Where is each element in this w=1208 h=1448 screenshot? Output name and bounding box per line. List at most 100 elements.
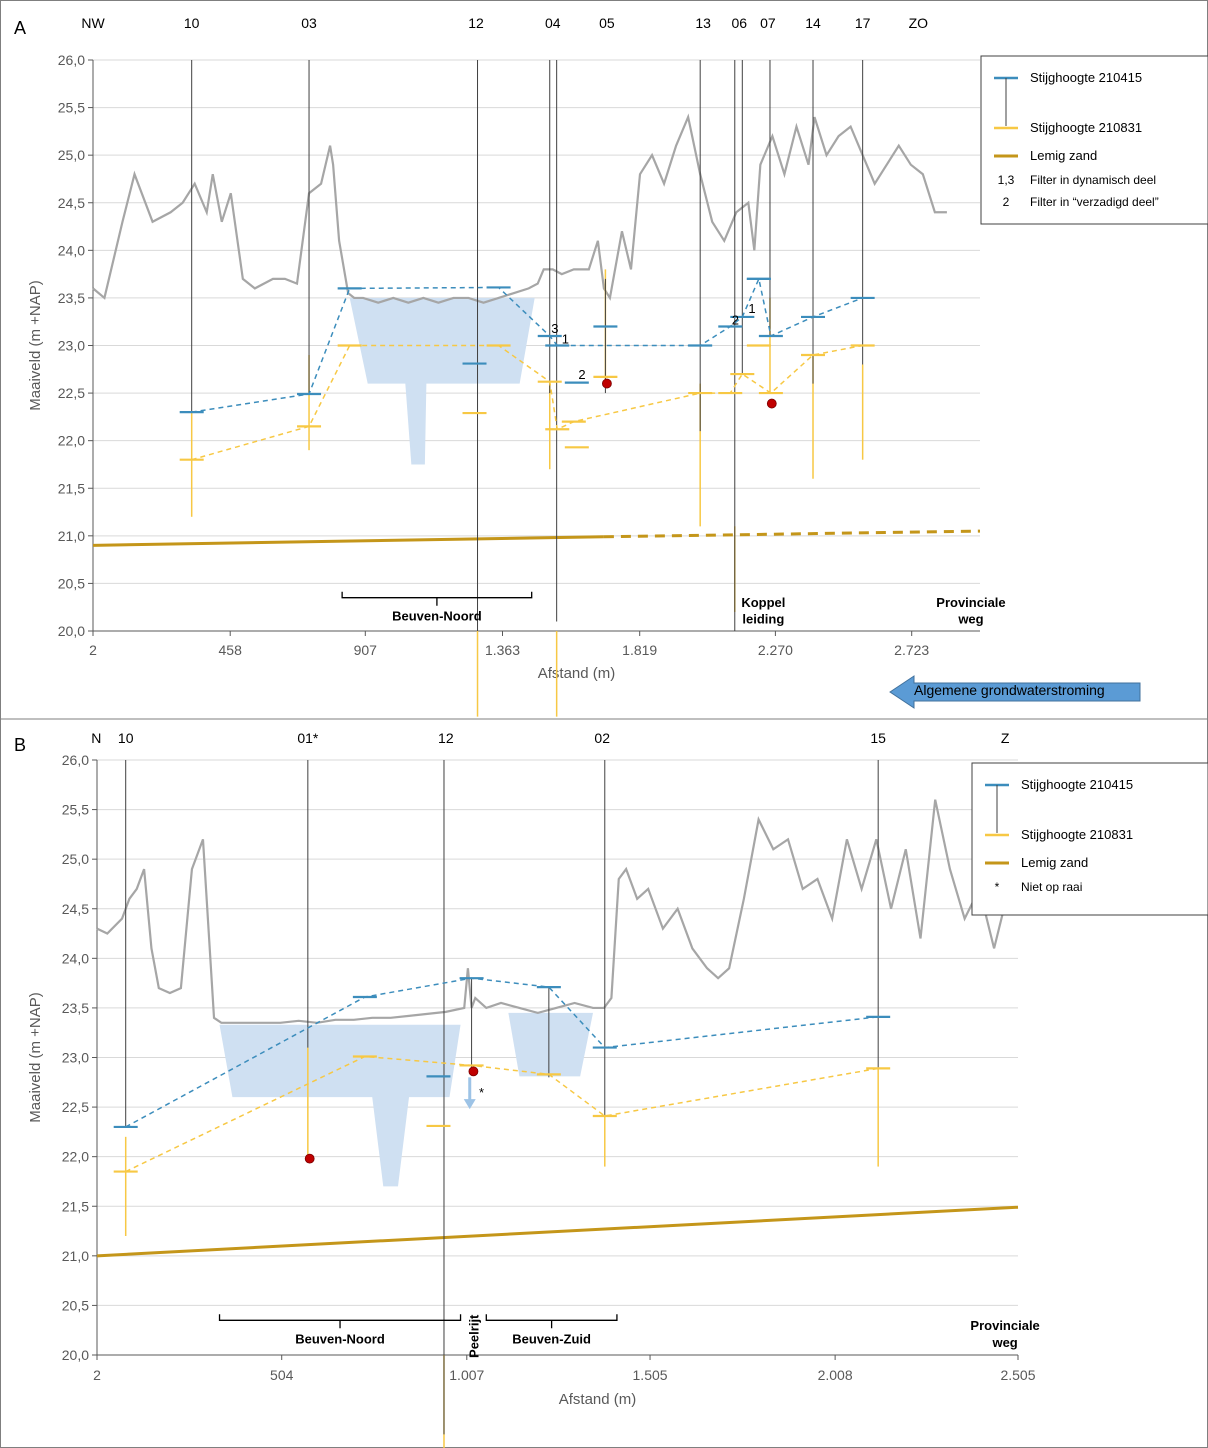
wet-basin-area (508, 1012, 594, 1077)
legend-label: Lemig zand (1030, 148, 1097, 163)
legend-label: Stijghoogte 210415 (1021, 777, 1133, 792)
top-label: 12 (468, 15, 484, 31)
x-tick-label: 907 (354, 642, 378, 658)
y-tick-label: 25,0 (58, 147, 85, 163)
lemig-zand-dashed-line (603, 529, 981, 539)
x-axis-label: Afstand (m) (538, 665, 616, 682)
series-line-0 (125, 977, 879, 1128)
chart-panel-a: A26,025,525,024,524,023,523,022,522,021,… (14, 15, 1208, 717)
area-bracket (218, 1314, 462, 1329)
peelrijt-label: Peelrijt (466, 1314, 481, 1358)
x-tick-label: 504 (270, 1367, 294, 1383)
y-tick-label: 23,0 (62, 1050, 89, 1066)
top-label: 03 (301, 15, 317, 31)
x-tick-label: 458 (219, 642, 243, 658)
x-tick-label: 2.270 (758, 642, 793, 658)
filter-label: 1 (562, 332, 569, 347)
y-axis-label: Maaiveld (m +NAP) (27, 992, 44, 1122)
filter-label: 2 (578, 367, 585, 382)
flow-arrow-shape (889, 675, 1141, 709)
legend-key: * (995, 880, 1000, 894)
filter-label: 2 (732, 313, 739, 328)
lemig-zand-line (96, 1205, 1019, 1258)
legend-box (971, 762, 1208, 916)
red-point (468, 1066, 479, 1077)
x-tick-label: 1.505 (633, 1367, 668, 1383)
filter-label: 1 (748, 301, 755, 316)
x-tick-label: 2 (89, 642, 97, 658)
area-bracket (485, 1314, 618, 1329)
top-label: 12 (438, 730, 454, 746)
legend-label: Filter in dynamisch deel (1030, 173, 1156, 187)
terrain-line (92, 113, 947, 304)
x-axis-label: Afstand (m) (559, 1391, 637, 1408)
legend-label: Lemig zand (1021, 855, 1088, 870)
top-label: ZO (909, 15, 929, 31)
place-label: leiding (742, 611, 784, 626)
chart-panel-b: B 26,0 25,5 25,0 24,5 24,0 23,5 23,0 22,5 22,0 21,… (14, 730, 1208, 1448)
top-label: 10 (118, 730, 134, 746)
red-point (766, 398, 777, 409)
x-tick-label: 1.007 (449, 1367, 484, 1383)
red-point (304, 1153, 315, 1164)
y-tick-label: 21,0 (58, 528, 85, 544)
x-tick-label: 2.008 (818, 1367, 853, 1383)
filter-label: * (479, 1085, 484, 1100)
y-tick-label: 24,5 (62, 901, 89, 917)
top-label: 04 (545, 15, 561, 31)
legend-box (980, 55, 1208, 225)
top-label: 17 (855, 15, 871, 31)
y-tick-label: 25,5 (58, 100, 85, 116)
filter-label: 3 (551, 321, 558, 336)
top-label: 10 (184, 15, 200, 31)
y-tick-label: 25,0 (62, 851, 89, 867)
legend-label: Niet op raai (1021, 880, 1082, 894)
x-tick-label: 2 (93, 1367, 101, 1383)
y-tick-label: 20,5 (58, 575, 85, 591)
groundwater-flow-arrow (889, 675, 1141, 709)
y-tick-label: 22,0 (62, 1149, 89, 1165)
place-label: Provinciale (970, 1318, 1039, 1333)
x-tick-label: 2.723 (894, 642, 929, 658)
flow-arrow-label: Algemene grondwaterstroming (914, 682, 1105, 698)
terrain-line (96, 799, 1018, 1024)
y-tick-label: 22,5 (62, 1099, 89, 1115)
place-label: Koppel (741, 595, 785, 610)
y-tick-label: 21,5 (58, 480, 85, 496)
y-tick-label: 26,0 (58, 52, 85, 68)
top-label: 13 (695, 15, 711, 31)
y-tick-label: 20,0 (58, 623, 85, 639)
top-label: 01* (297, 730, 319, 746)
bracket-label: Beuven-Zuid (512, 1331, 591, 1346)
bracket-label: Beuven-Noord (295, 1331, 385, 1346)
down-arrow-head (463, 1099, 476, 1110)
top-label: 02 (594, 730, 610, 746)
y-tick-label: 20,0 (62, 1347, 89, 1363)
y-tick-label: 24,0 (58, 242, 85, 258)
y-tick-label: 24,0 (62, 950, 89, 966)
y-axis-label: Maaiveld (m +NAP) (27, 280, 44, 410)
legend-label: Stijghoogte 210415 (1030, 70, 1142, 85)
y-tick-label: 26,0 (62, 752, 89, 768)
top-label: 05 (599, 15, 615, 31)
x-tick-label: 1.363 (485, 642, 520, 658)
y-tick-label: 25,5 (62, 802, 89, 818)
wet-basin-area (219, 1024, 461, 1187)
y-tick-label: 24,5 (58, 195, 85, 211)
legend-key: 2 (1003, 195, 1010, 209)
legend-key: 1,3 (998, 173, 1015, 187)
y-tick-label: 22,0 (58, 433, 85, 449)
wet-basin-area (349, 297, 535, 465)
top-label: 06 (732, 15, 748, 31)
y-tick-label: 22,5 (58, 385, 85, 401)
x-tick-label: 1.819 (622, 642, 657, 658)
top-label: 14 (805, 15, 821, 31)
panel-label: B (14, 735, 26, 755)
top-label: 07 (760, 15, 776, 31)
red-point (602, 378, 612, 389)
bracket-label: Beuven-Noord (392, 609, 482, 624)
panel-label: A (14, 18, 26, 38)
y-tick-label: 23,0 (58, 338, 85, 354)
top-label: Z (1001, 730, 1010, 746)
